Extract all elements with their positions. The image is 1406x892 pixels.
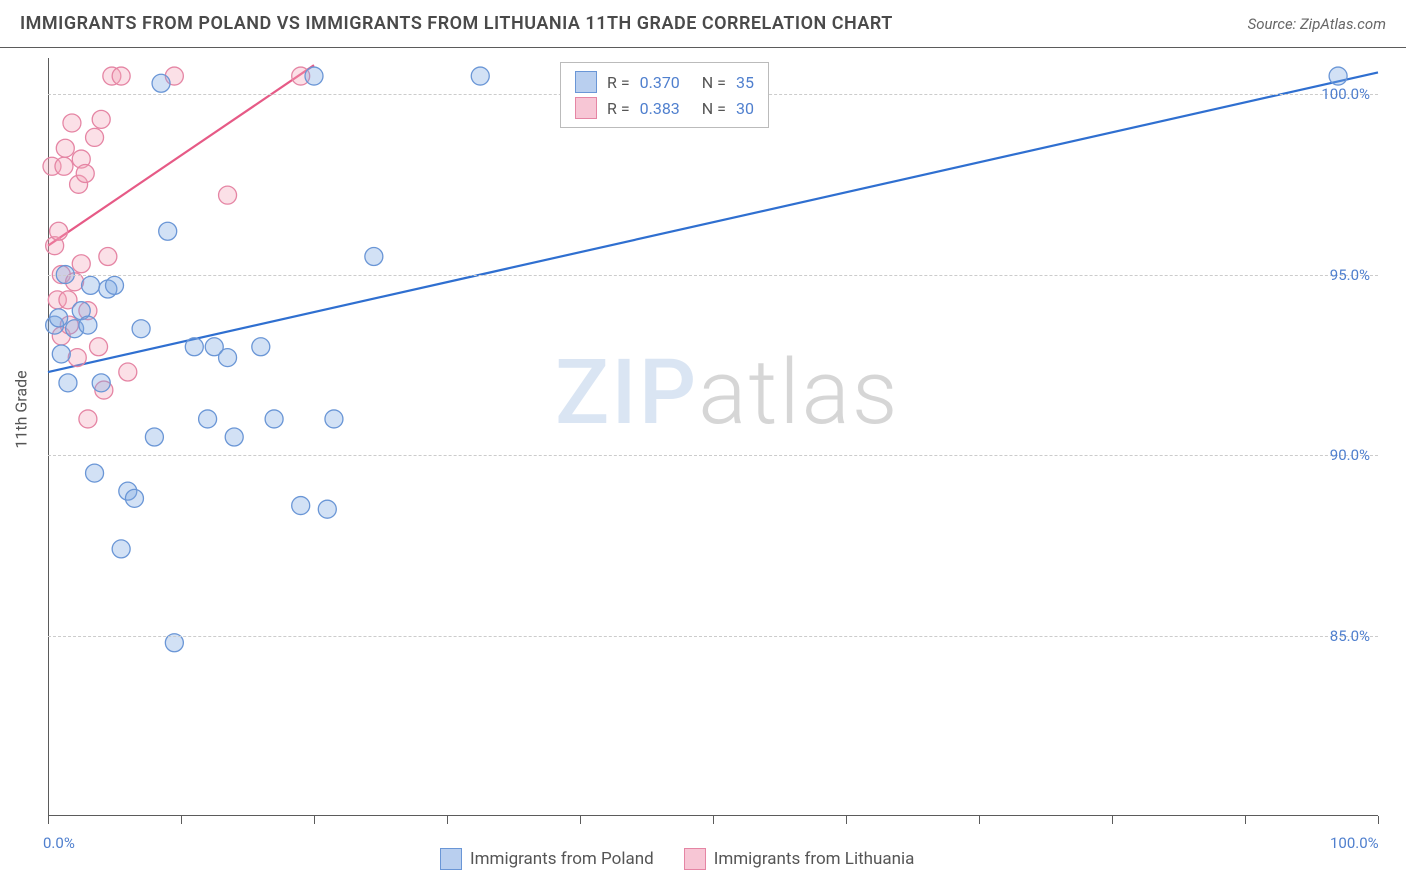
data-point bbox=[86, 464, 104, 482]
x-tick bbox=[447, 816, 448, 824]
x-tick-label: 100.0% bbox=[1330, 834, 1379, 852]
x-tick bbox=[713, 816, 714, 824]
data-point bbox=[152, 74, 170, 92]
x-tick bbox=[1112, 816, 1113, 824]
data-point bbox=[55, 157, 73, 175]
data-point bbox=[265, 410, 283, 428]
legend-series-label: Immigrants from Poland bbox=[470, 849, 654, 869]
legend-stats: R = 0.370 N = 35 R = 0.383 N = 30 bbox=[560, 62, 769, 128]
x-tick bbox=[1378, 816, 1379, 824]
legend-r-label: R = bbox=[607, 73, 630, 92]
data-point bbox=[76, 165, 94, 183]
data-point bbox=[225, 428, 243, 446]
legend-swatch bbox=[575, 97, 597, 119]
data-point bbox=[292, 497, 310, 515]
data-point bbox=[79, 410, 97, 428]
x-tick-label: 0.0% bbox=[43, 834, 75, 852]
data-point bbox=[199, 410, 217, 428]
data-point bbox=[72, 255, 90, 273]
data-point bbox=[471, 67, 489, 85]
data-point bbox=[1329, 67, 1347, 85]
x-tick bbox=[1245, 816, 1246, 824]
legend-series: Immigrants from Poland Immigrants from Li… bbox=[440, 848, 914, 870]
data-point bbox=[325, 410, 343, 428]
x-tick bbox=[580, 816, 581, 824]
data-point bbox=[219, 349, 237, 367]
data-point bbox=[56, 139, 74, 157]
legend-stats-row: R = 0.383 N = 30 bbox=[575, 95, 754, 121]
x-tick bbox=[48, 816, 49, 824]
grid-line bbox=[48, 275, 1378, 276]
legend-series-item: Immigrants from Lithuania bbox=[684, 848, 915, 870]
chart-title: IMMIGRANTS FROM POLAND VS IMMIGRANTS FRO… bbox=[20, 13, 893, 34]
y-tick-label: 100.0% bbox=[1321, 85, 1370, 103]
legend-r-label: R = bbox=[607, 99, 630, 118]
data-point bbox=[119, 363, 137, 381]
plot-svg bbox=[48, 58, 1378, 816]
y-axis-label: 11th Grade bbox=[12, 370, 31, 448]
legend-n-label: N = bbox=[702, 73, 726, 92]
data-point bbox=[125, 489, 143, 507]
data-point bbox=[305, 67, 323, 85]
legend-n-value: 30 bbox=[736, 99, 754, 118]
data-point bbox=[79, 316, 97, 334]
legend-swatch bbox=[684, 848, 706, 870]
legend-series-label: Immigrants from Lithuania bbox=[714, 849, 915, 869]
legend-stats-row: R = 0.370 N = 35 bbox=[575, 69, 754, 95]
data-point bbox=[82, 276, 100, 294]
grid-line bbox=[48, 455, 1378, 456]
data-point bbox=[86, 128, 104, 146]
data-point bbox=[68, 349, 86, 367]
x-tick bbox=[181, 816, 182, 824]
data-point bbox=[252, 338, 270, 356]
data-point bbox=[159, 222, 177, 240]
plot-area: 85.0%90.0%95.0%100.0%0.0%100.0% bbox=[48, 58, 1378, 816]
data-point bbox=[219, 186, 237, 204]
data-point bbox=[92, 374, 110, 392]
grid-line bbox=[48, 636, 1378, 637]
data-point bbox=[106, 276, 124, 294]
data-point bbox=[112, 540, 130, 558]
x-tick bbox=[979, 816, 980, 824]
legend-swatch bbox=[440, 848, 462, 870]
y-tick-label: 90.0% bbox=[1330, 446, 1370, 464]
data-point bbox=[52, 345, 70, 363]
legend-n-value: 35 bbox=[736, 73, 754, 92]
legend-series-item: Immigrants from Poland bbox=[440, 848, 654, 870]
legend-swatch bbox=[575, 71, 597, 93]
data-point bbox=[63, 114, 81, 132]
y-tick-label: 85.0% bbox=[1330, 627, 1370, 645]
x-tick bbox=[846, 816, 847, 824]
title-bar: IMMIGRANTS FROM POLAND VS IMMIGRANTS FRO… bbox=[0, 0, 1406, 48]
y-tick-label: 95.0% bbox=[1330, 266, 1370, 284]
data-point bbox=[90, 338, 108, 356]
data-point bbox=[99, 248, 117, 266]
x-tick bbox=[314, 816, 315, 824]
data-point bbox=[59, 374, 77, 392]
source-label: Source: ZipAtlas.com bbox=[1248, 15, 1386, 33]
data-point bbox=[132, 320, 150, 338]
data-point bbox=[318, 500, 336, 518]
data-point bbox=[112, 67, 130, 85]
legend-r-value: 0.370 bbox=[640, 73, 680, 92]
legend-r-value: 0.383 bbox=[640, 99, 680, 118]
data-point bbox=[50, 222, 68, 240]
data-point bbox=[92, 110, 110, 128]
data-point bbox=[185, 338, 203, 356]
legend-n-label: N = bbox=[702, 99, 726, 118]
data-point bbox=[50, 309, 68, 327]
data-point bbox=[145, 428, 163, 446]
data-point bbox=[365, 248, 383, 266]
